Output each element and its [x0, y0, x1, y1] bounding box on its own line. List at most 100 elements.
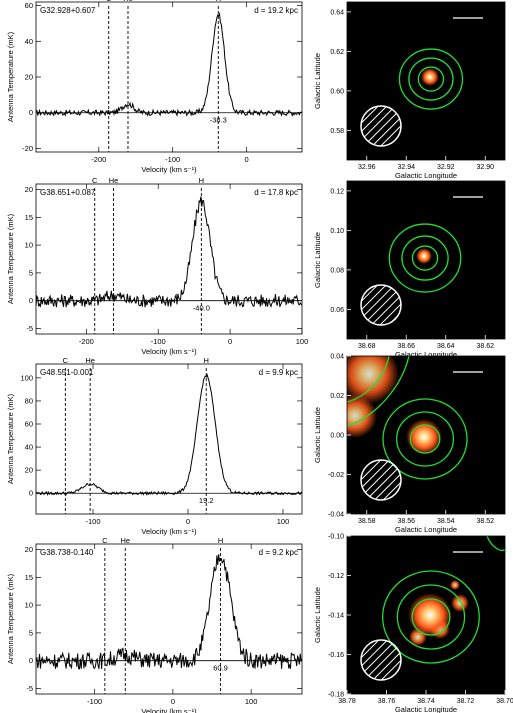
x-tick-label: 38.56: [397, 518, 415, 525]
x-tick-label: -100: [87, 697, 102, 706]
emission-blob: [450, 594, 469, 612]
line-marker-label: H: [218, 536, 223, 545]
y-tick-label: 0.08: [330, 267, 344, 274]
x-tick-label: -100: [85, 517, 100, 526]
x-tick-label: 100: [296, 337, 309, 346]
spectrum-panel: -100 0 100 -5 0 5 10 15 20 Velocity (km s⁻¹) Anten…: [6, 536, 303, 713]
y-tick-label: 20: [25, 545, 33, 554]
x-tick-label: 38.70: [496, 698, 513, 705]
x-axis-label: Velocity (km s⁻¹): [141, 707, 197, 713]
map-frame: [346, 1, 506, 161]
x-axis-label: Velocity (km s⁻¹): [141, 527, 197, 536]
distance-label: d = 17.8 kpc: [254, 188, 298, 197]
y-tick-label: 5: [29, 628, 33, 637]
beam-symbol: [360, 284, 402, 326]
beam-symbol: [360, 639, 402, 681]
y-axis-label: Antenna Temperature (mK): [6, 31, 15, 122]
y-tick-label: 10: [25, 241, 33, 250]
spectrum-trace: [35, 554, 303, 670]
line-marker-label: He: [120, 536, 130, 545]
y-tick-label: 20: [25, 185, 33, 194]
x-tick-label: 0: [228, 337, 232, 346]
emission-blob: [347, 356, 399, 404]
line-marker-label: He: [123, 0, 133, 3]
y-tick-label: -5: [26, 324, 33, 333]
beam-symbol: [360, 105, 402, 147]
x-axis-label: Galactic Longitude: [395, 525, 457, 534]
map-panel: 38.58 38.56 38.54 38.52 -0.04 -0.02 0.00 0.02 0.…: [313, 354, 506, 534]
x-tick-label: 38.78: [338, 698, 356, 705]
y-tick-label: 60: [25, 420, 33, 429]
y-tick-label: 40: [25, 443, 33, 452]
y-axis-label: Galactic Latitude: [313, 587, 322, 643]
line-marker-label: He: [109, 176, 119, 185]
contour-line: [408, 57, 454, 101]
y-tick-label: 0.04: [330, 354, 344, 361]
y-tick-label: 5: [29, 268, 33, 277]
x-tick-label: 100: [277, 517, 290, 526]
y-tick-label: 0.58: [330, 128, 344, 135]
spectrum-trace: [35, 11, 303, 117]
x-tick-label: 38.74: [417, 698, 435, 705]
source-name: G48.551-0.001: [40, 368, 94, 377]
y-tick-label: 0: [29, 656, 33, 665]
contour-line: [486, 536, 505, 552]
source-emission: [420, 68, 439, 87]
emission-blob: [449, 580, 460, 590]
x-tick-label: 38.66: [397, 343, 415, 350]
y-tick-label: -0.16: [328, 652, 344, 659]
x-tick-label: 38.76: [378, 698, 396, 705]
distance-label: d = 19.2 kpc: [254, 6, 298, 15]
emission-blob: [347, 394, 377, 438]
y-tick-label: 40: [25, 37, 33, 46]
plot-frame: [35, 543, 303, 695]
distance-label: d = 9.2 kpc: [259, 548, 298, 557]
line-marker-label: H: [204, 356, 209, 365]
contour-line: [398, 48, 464, 110]
y-tick-label: 0: [29, 489, 33, 498]
y-tick-label: 0.12: [330, 188, 344, 195]
y-tick-label: 0.06: [330, 307, 344, 314]
x-tick-label: 100: [245, 697, 258, 706]
y-tick-label: 15: [25, 573, 33, 582]
y-tick-label: -0.14: [328, 613, 344, 620]
y-axis-label: Galactic Latitude: [313, 407, 322, 463]
x-tick-label: -100: [165, 155, 180, 164]
x-axis-label: Velocity (km s⁻¹): [141, 165, 197, 174]
contour-line: [396, 584, 466, 650]
x-tick-label: 32.94: [397, 164, 415, 171]
y-axis-label: Antenna Temperature (mK): [6, 213, 15, 304]
spectrum-panel: -200 -100 0 100 -5 0 5 10 15 20 Velocity (km s⁻¹) A…: [6, 176, 308, 356]
contour-line: [409, 424, 441, 454]
x-tick-label: 38.64: [437, 343, 455, 350]
y-tick-label: 0.02: [330, 393, 344, 400]
y-tick-label: 0.60: [330, 88, 344, 95]
distance-label: d = 9.9 kpc: [259, 368, 298, 377]
y-tick-label: -0.10: [328, 534, 344, 541]
y-axis-label: Antenna Temperature (mK): [6, 573, 15, 664]
y-tick-label: -0.02: [328, 472, 344, 479]
y-tick-label: -0.18: [328, 692, 344, 699]
contour-line: [388, 223, 462, 293]
y-tick-label: 60: [25, 1, 33, 10]
y-tick-label: 0.62: [330, 49, 344, 56]
x-tick-label: 0: [244, 155, 248, 164]
source-emission: [407, 593, 452, 637]
beam-symbol: [360, 459, 402, 501]
contour-line: [382, 570, 480, 664]
y-tick-label: 20: [25, 466, 33, 475]
x-tick-label: -100: [151, 337, 166, 346]
y-tick-label: 20: [25, 73, 33, 82]
x-tick-label: 38.52: [476, 518, 494, 525]
y-tick-label: -0.04: [328, 512, 344, 519]
x-axis-label: Galactic Longitude: [395, 705, 457, 713]
x-tick-label: 32.96: [358, 164, 376, 171]
plot-frame: [35, 183, 303, 335]
y-tick-label: 0: [29, 296, 33, 305]
source-emission: [416, 248, 433, 265]
map-panels: 32.96 32.94 32.92 32.90 0.58 0.60 0.62 0.64 Gala…: [313, 1, 513, 713]
plot-frame: [35, 1, 303, 153]
